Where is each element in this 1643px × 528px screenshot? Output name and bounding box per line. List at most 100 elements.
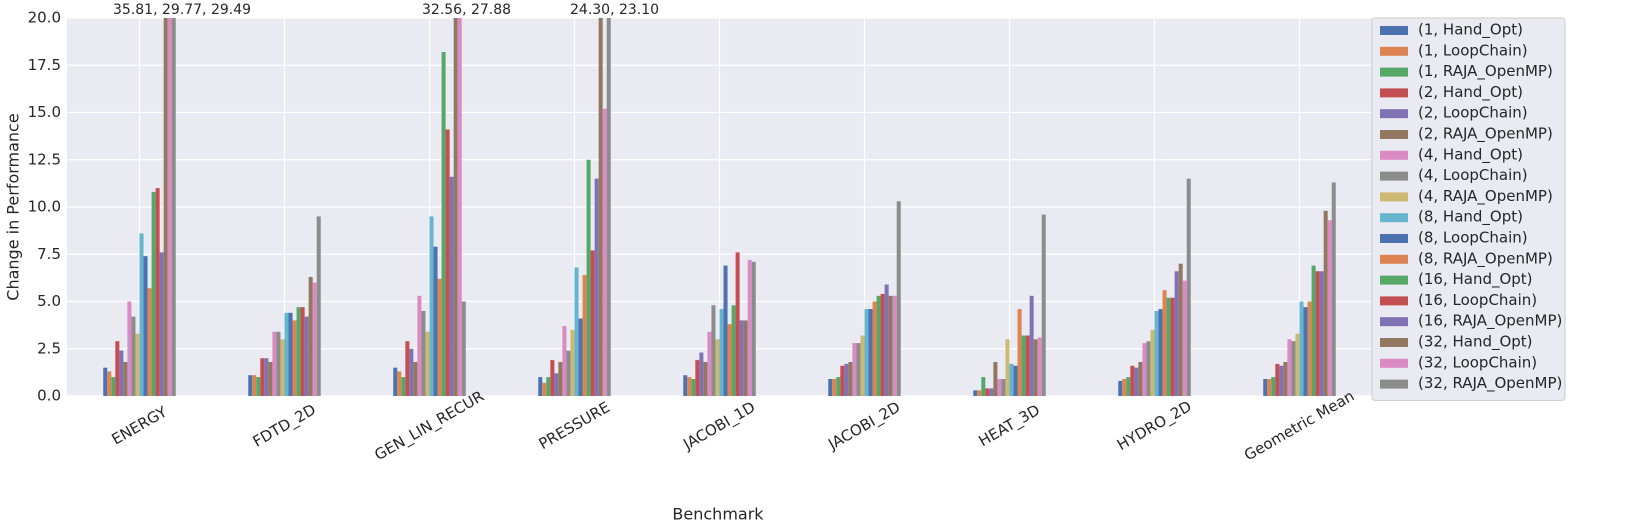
legend-label: (32, Hand_Opt): [1418, 333, 1533, 352]
annotation: 35.81, 29.77, 29.49: [113, 2, 251, 18]
y-tick-label: 17.5: [28, 56, 61, 74]
annotation: 32.56, 27.88: [422, 2, 511, 18]
bar: [107, 371, 112, 396]
bar: [131, 316, 136, 396]
bar: [586, 159, 591, 396]
bar: [719, 309, 724, 396]
bar: [993, 361, 998, 396]
y-tick-label: 2.5: [37, 339, 61, 357]
bar: [687, 377, 692, 396]
bar: [860, 335, 865, 396]
bar: [574, 267, 579, 396]
bar: [159, 252, 164, 396]
legend-swatch: [1380, 213, 1408, 223]
bar: [1319, 271, 1324, 396]
bar: [405, 341, 410, 396]
bar: [1150, 329, 1155, 396]
bar: [1287, 339, 1292, 396]
bar: [1186, 178, 1191, 396]
bar: [111, 377, 116, 396]
y-tick-label: 7.5: [37, 245, 61, 263]
bar: [1029, 295, 1034, 396]
bar: [268, 361, 273, 396]
bar: [272, 331, 277, 396]
x-tick-label: HYDRO_2D: [1114, 397, 1195, 455]
bar: [1041, 214, 1046, 396]
bar: [119, 350, 124, 396]
bars: [103, 18, 1336, 396]
bar: [550, 360, 555, 396]
bar: [1303, 307, 1308, 396]
bar: [155, 188, 160, 396]
x-tick-label: Geometric Mean: [1241, 387, 1357, 465]
bar: [1178, 263, 1183, 396]
bar: [683, 375, 688, 396]
bar: [884, 284, 889, 396]
bar: [731, 305, 736, 396]
bar: [707, 331, 712, 396]
bar: [997, 378, 1002, 396]
bar: [1291, 341, 1296, 396]
bar: [1170, 297, 1175, 396]
y-tick-label: 15.0: [28, 103, 61, 121]
y-tick-label: 0.0: [37, 387, 61, 405]
x-tick-label: JACOBI_2D: [824, 398, 903, 455]
annotation: 24.30, 23.10: [570, 2, 659, 18]
legend-label: (16, RAJA_OpenMP): [1418, 312, 1562, 331]
bar: [103, 367, 108, 396]
bar: [252, 375, 257, 396]
y-tick-label: 12.5: [28, 150, 61, 168]
bar: [1118, 380, 1123, 396]
legend-label: (1, LoopChain): [1418, 41, 1528, 59]
bar: [445, 129, 450, 396]
bar: [449, 176, 454, 396]
bar: [1299, 301, 1304, 396]
bar: [1017, 309, 1022, 396]
bar: [1009, 363, 1014, 396]
legend-swatch: [1380, 234, 1408, 243]
bar: [546, 377, 551, 396]
bar: [840, 365, 845, 396]
bar: [989, 388, 994, 396]
legend-swatch: [1380, 358, 1408, 368]
bar: [1174, 271, 1179, 396]
bar: [437, 278, 442, 396]
bar: [292, 320, 297, 396]
x-tick-label: HEAT_3D: [975, 401, 1043, 451]
legend-label: (2, RAJA_OpenMP): [1418, 125, 1553, 144]
bar: [985, 388, 990, 396]
bar: [703, 361, 708, 396]
bar: [844, 363, 849, 396]
bar: [308, 276, 313, 396]
bar: [1013, 365, 1018, 396]
legend-swatch: [1380, 67, 1408, 77]
bar: [1130, 365, 1135, 396]
bar: [280, 339, 285, 396]
bar: [1134, 367, 1139, 396]
legend-swatch: [1380, 130, 1408, 139]
bar: [1263, 378, 1268, 396]
bar: [393, 367, 398, 396]
bar: [1126, 377, 1131, 396]
bar: [836, 377, 841, 396]
bar: [715, 339, 720, 396]
bar: [1307, 301, 1312, 396]
bar: [453, 18, 458, 396]
legend-label: (16, Hand_Opt): [1418, 270, 1533, 289]
bar: [115, 341, 120, 396]
legend-swatch: [1380, 296, 1408, 306]
y-tick-label: 10.0: [28, 198, 61, 216]
legend-swatch: [1380, 192, 1408, 202]
legend-swatch: [1380, 171, 1408, 181]
bar: [739, 320, 744, 396]
legend-swatch: [1380, 46, 1408, 56]
bar: [1005, 339, 1010, 396]
legend-swatch: [1380, 150, 1408, 160]
bar: [598, 18, 603, 396]
legend-swatch: [1380, 109, 1408, 119]
bar: [743, 320, 748, 396]
legend-label: (4, Hand_Opt): [1418, 145, 1523, 164]
bar: [973, 390, 978, 396]
legend-label: (8, RAJA_OpenMP): [1418, 249, 1553, 268]
